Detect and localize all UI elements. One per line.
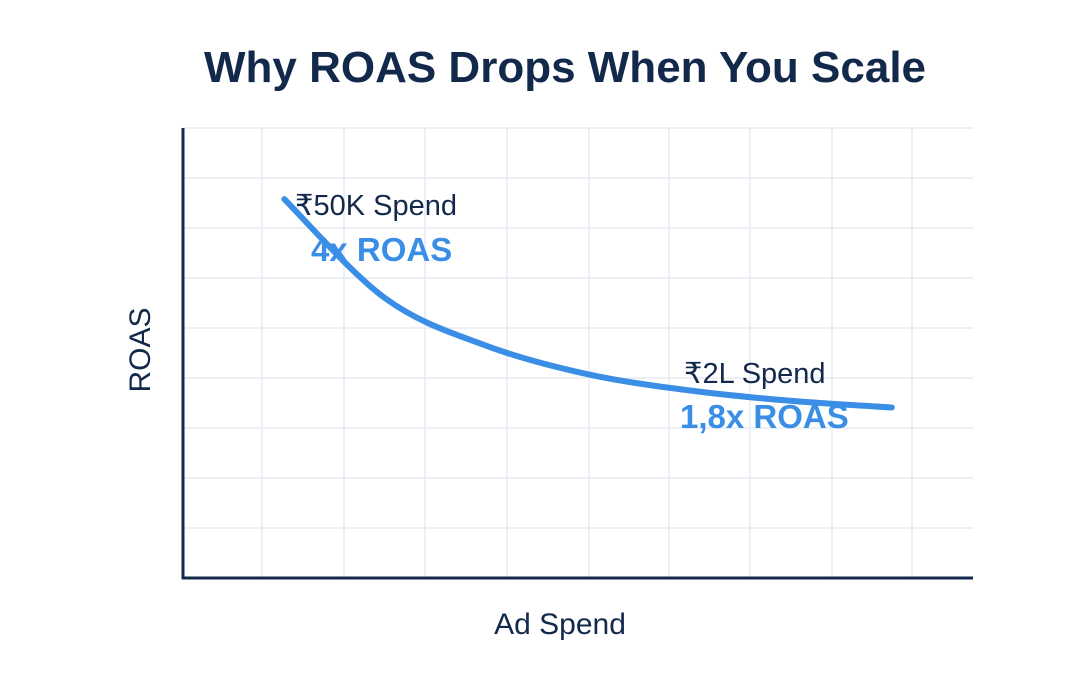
roas-series-line [281,196,895,411]
x-axis-label: Ad Spend [494,608,626,641]
y-axis-label: ROAS [124,307,157,392]
chart-title: Why ROAS Drops When You Scale [204,43,926,92]
annotation-start-spend: ₹50K Spend [295,190,457,222]
annotation-start-roas: 4x ROAS [311,231,452,268]
annotation-end-spend: ₹2L Spend [684,358,826,390]
annotation-end-roas: 1,8x ROAS [680,398,849,435]
